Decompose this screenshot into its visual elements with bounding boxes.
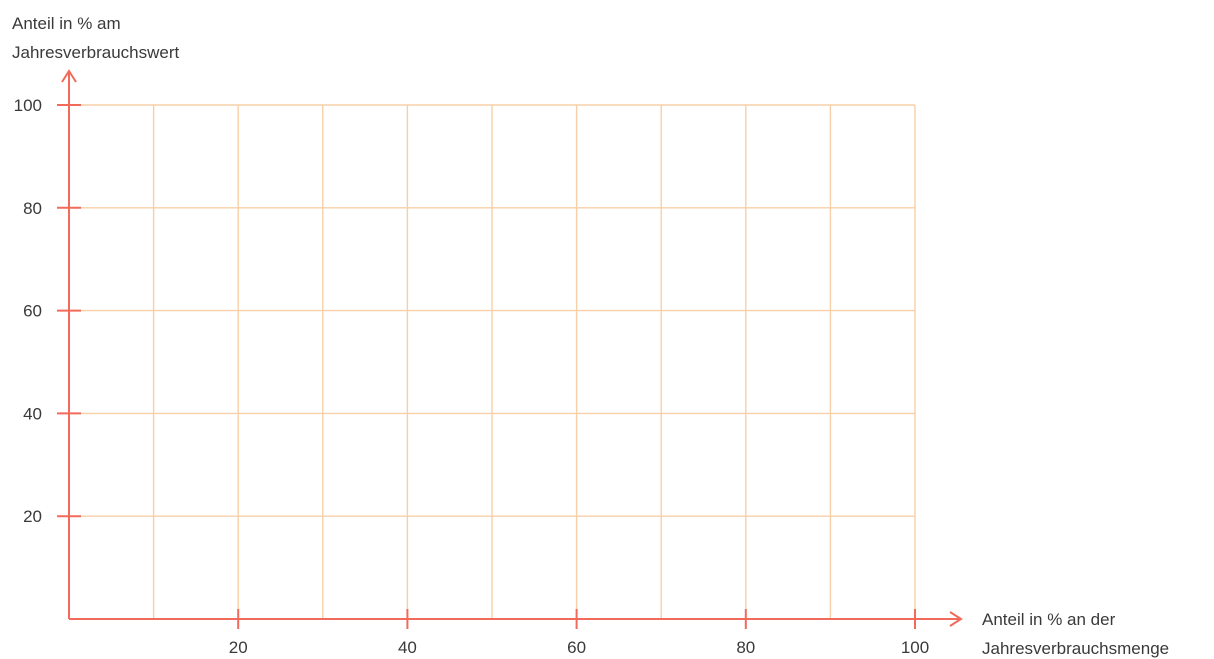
x-tick-label: 40: [398, 638, 417, 657]
y-tick-label: 40: [23, 404, 42, 423]
x-axis-title-line-1: Anteil in % an der: [982, 610, 1116, 629]
axes: [61, 69, 963, 627]
x-axis-arrowhead: [949, 611, 963, 627]
y-tick-label: 100: [14, 96, 42, 115]
y-axis-title-line-2: Jahresverbrauchswert: [12, 43, 180, 62]
x-tick-label: 60: [567, 638, 586, 657]
y-tick-label: 60: [23, 302, 42, 321]
y-axis-title-line-1: Anteil in % am: [12, 14, 121, 33]
x-tick-label: 20: [229, 638, 248, 657]
grid: [69, 104, 916, 619]
y-tick-label: 80: [23, 199, 42, 218]
y-axis-arrowhead: [61, 69, 77, 83]
x-tick-label: 80: [736, 638, 755, 657]
x-tick-label: 100: [901, 638, 929, 657]
y-tick-label: 20: [23, 507, 42, 526]
ticks: 20 40 60 80 100 20 40 60 80 100: [14, 96, 930, 657]
x-axis-title-line-2: Jahresverbrauchsmenge: [982, 639, 1169, 658]
